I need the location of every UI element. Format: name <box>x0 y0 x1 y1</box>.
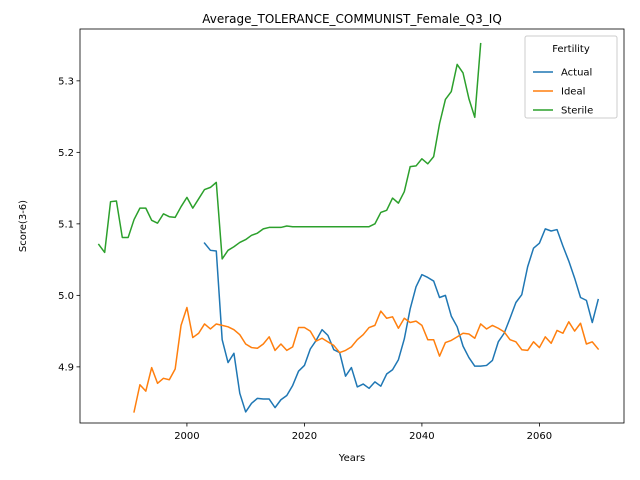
y-tick-label: 4.9 <box>58 362 74 373</box>
y-tick-label: 5.0 <box>58 291 74 302</box>
x-tick-label: 2000 <box>174 431 199 442</box>
axes-frame <box>79 28 625 424</box>
legend-box <box>524 35 618 119</box>
legend-title: Fertility <box>552 44 590 55</box>
series-line-sterile <box>97 42 482 260</box>
series-line-actual <box>203 228 600 413</box>
x-tick-label: 2040 <box>409 431 434 442</box>
series-line-ideal <box>133 306 600 413</box>
legend-items: Actual Ideal Sterile <box>533 68 593 117</box>
y-tick-label: 5.3 <box>58 76 74 87</box>
y-tick-label: 5.1 <box>58 219 74 230</box>
y-axis-ticks: 4.9 5.0 5.1 5.2 5.3 <box>58 76 80 373</box>
chart-title: Average_TOLERANCE_COMMUNIST_Female_Q3_IQ <box>202 12 502 26</box>
legend-label-ideal: Ideal <box>561 87 585 98</box>
x-tick-label: 2060 <box>527 431 552 442</box>
x-tick-label: 2020 <box>292 431 317 442</box>
legend-label-actual: Actual <box>561 68 592 79</box>
y-axis-label: Score(3-6) <box>18 200 29 252</box>
x-axis-ticks: 2000 2020 2040 2060 <box>174 423 552 442</box>
x-axis-label: Years <box>338 453 365 464</box>
plot-lines <box>97 42 600 413</box>
legend: Fertility Actual Ideal Sterile <box>524 35 618 119</box>
y-tick-label: 5.2 <box>58 148 74 159</box>
legend-label-sterile: Sterile <box>561 106 593 117</box>
